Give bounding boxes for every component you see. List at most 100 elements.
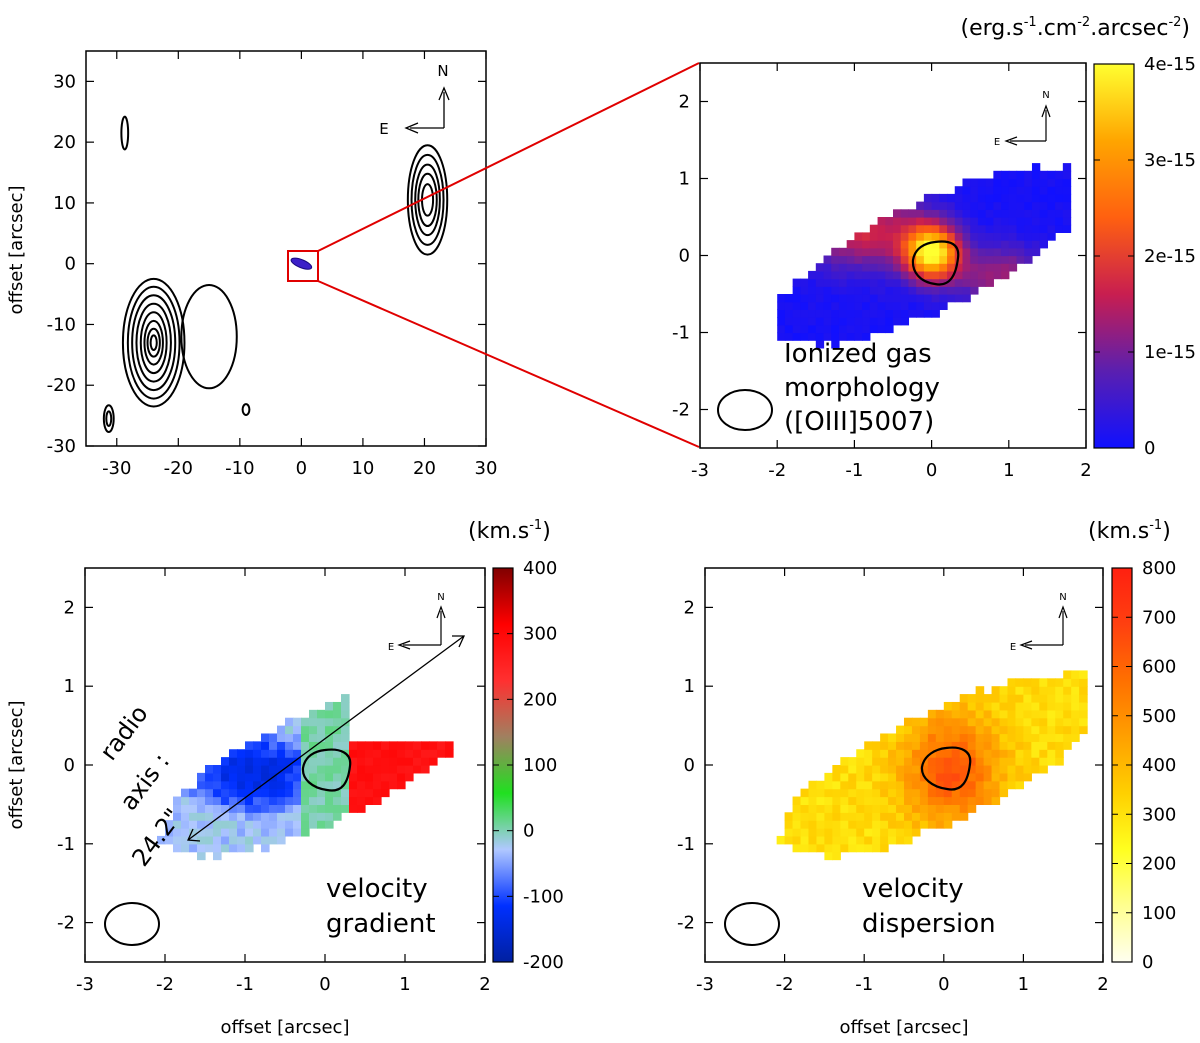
map-pixel [373,788,382,798]
map-pixel [341,733,350,742]
map-pixel [962,186,971,195]
map-pixel [877,240,886,249]
map-pixel [808,278,817,287]
map-pixel [301,804,310,813]
map-pixel [301,796,310,805]
map-pixel [213,780,222,790]
map-pixel [904,796,913,805]
map-pixel [405,749,414,758]
y-tick-label: 2 [679,92,690,113]
map-pixel [864,772,873,782]
map-pixel [1007,686,1017,695]
map-pixel [1031,757,1040,766]
map-pixel [838,286,848,295]
map-pixel [325,765,334,774]
colorbar-unit: (km.s-1) [1088,518,1171,544]
map-pixel [848,765,857,774]
map-pixel [951,765,961,774]
map-pixel [1008,247,1018,257]
map-pixel [357,765,366,774]
map-pixel [904,733,913,742]
y-tick-label: -2 [677,913,695,934]
map-pixel [325,733,334,742]
map-pixel [904,717,913,727]
map-pixel [1001,255,1010,264]
map-pixel [935,780,945,790]
map-pixel [808,286,817,295]
map-pixel [1079,709,1088,719]
map-pixel [970,255,979,264]
map-pixel [951,701,961,711]
colorbar-tick-label: 400 [1142,755,1176,776]
map-pixel [341,765,350,774]
map-pixel [962,270,971,280]
map-pixel [977,240,987,249]
map-pixel [888,796,897,805]
map-pixel [269,749,278,758]
map-pixel [808,828,818,837]
map-pixel [823,301,832,310]
map-pixel [792,301,801,310]
map-pixel [951,780,961,790]
map-pixel [991,709,1001,719]
map-pixel [954,263,964,272]
map-pixel [923,247,933,257]
map-pixel [205,843,214,853]
map-pixel [916,240,925,249]
map-pixel [197,828,206,837]
map-pixel [1047,186,1056,195]
map-pixel [904,812,913,821]
map-pixel [999,788,1009,798]
map-pixel [253,780,262,790]
map-pixel [911,780,921,790]
map-pixel [277,749,286,758]
map-pixel [1001,240,1010,249]
map-pixel [1001,247,1010,257]
map-pixel [991,765,1001,774]
map-pixel [808,270,817,280]
map-pixel [1023,772,1032,782]
map-pixel [341,725,350,735]
map-pixel [983,694,993,703]
map-pixel [213,796,222,805]
radio-contour [414,163,441,237]
radio-contour [406,144,449,256]
svg-text:E: E [1010,642,1016,653]
map-pixel [800,301,809,310]
map-pixel [325,717,334,727]
map-pixel [832,772,841,782]
map-pixel [365,788,374,798]
map-pixel [923,224,933,233]
map-pixel [840,835,849,845]
map-pixel [784,820,794,829]
map-pixel [333,741,342,750]
map-pixel [869,309,879,318]
map-pixel [931,201,940,210]
map-pixel [999,757,1009,766]
x-tick-label: 2 [1080,460,1091,481]
map-pixel [1023,678,1032,687]
map-pixel [991,757,1001,766]
map-pixel [1023,701,1032,711]
map-pixel [931,278,940,287]
map-pixel [325,757,334,766]
y-tick-label: 30 [53,71,76,92]
map-pixel [213,843,222,853]
map-pixel [1015,678,1024,687]
map-pixel [947,270,956,280]
core-contour [920,746,972,791]
map-pixel [911,772,921,782]
map-pixel [808,804,818,813]
map-pixel [1015,733,1024,742]
map-pixel [293,749,302,758]
map-pixel [341,780,350,790]
map-pixel [285,765,294,774]
core-emission [290,257,313,270]
map-pixel [261,788,270,798]
map-pixel [935,796,945,805]
map-pixel [967,757,977,766]
map-pixel [977,247,987,257]
map-pixel [954,209,964,218]
map-pixel [916,263,925,272]
map-pixel [931,286,940,295]
